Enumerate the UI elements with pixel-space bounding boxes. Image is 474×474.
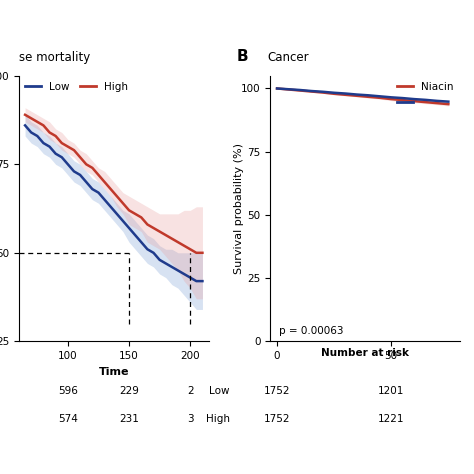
Text: B: B	[237, 49, 249, 64]
Text: p = 0.00063: p = 0.00063	[279, 326, 344, 336]
X-axis label: Time: Time	[99, 366, 129, 376]
Text: 1221: 1221	[378, 414, 404, 425]
Text: Low: Low	[210, 386, 230, 396]
Legend: Low, High: Low, High	[21, 78, 132, 96]
Text: Cancer: Cancer	[268, 51, 310, 64]
Text: 3: 3	[187, 414, 193, 425]
Text: 2: 2	[187, 386, 193, 396]
Text: 231: 231	[119, 414, 139, 425]
Text: 574: 574	[58, 414, 78, 425]
Text: High: High	[206, 414, 230, 425]
Text: 229: 229	[119, 386, 139, 396]
Text: Number at risk: Number at risk	[321, 348, 409, 358]
Text: 1752: 1752	[264, 386, 290, 396]
Text: se mortality: se mortality	[19, 51, 90, 64]
Text: Survival probability (%): Survival probability (%)	[234, 143, 245, 274]
Text: 1201: 1201	[378, 386, 404, 396]
Legend: Niacin, : Niacin,	[393, 78, 458, 111]
Text: 1752: 1752	[264, 414, 290, 425]
Text: 596: 596	[58, 386, 78, 396]
